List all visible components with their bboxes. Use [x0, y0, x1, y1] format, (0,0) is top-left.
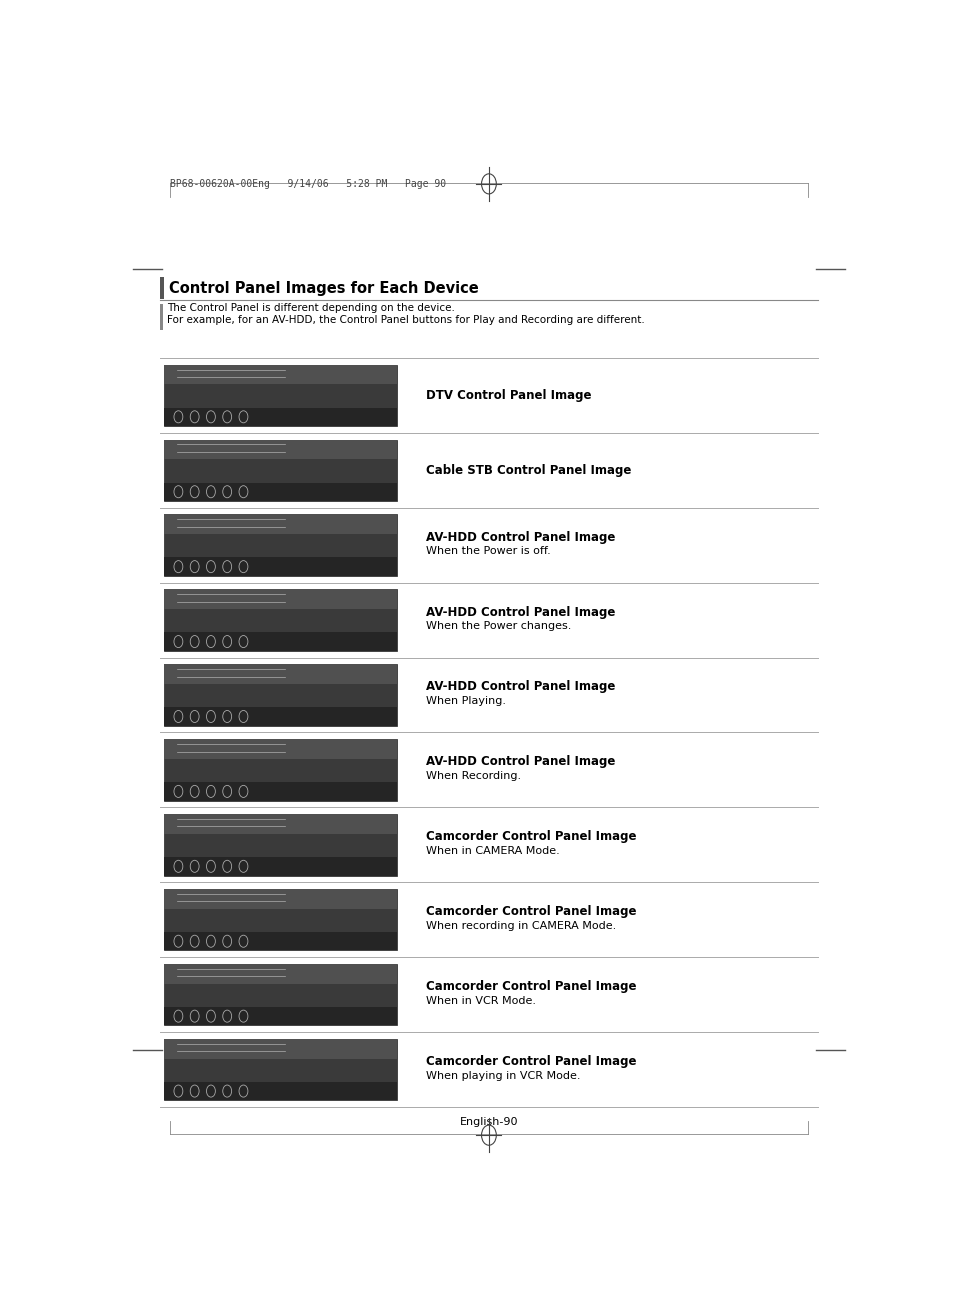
- Text: When in VCR Mode.: When in VCR Mode.: [426, 995, 536, 1006]
- Text: Camcorder Control Panel Image: Camcorder Control Panel Image: [426, 1055, 636, 1068]
- Text: AV-HDD Control Panel Image: AV-HDD Control Panel Image: [426, 680, 615, 693]
- Text: AV-HDD Control Panel Image: AV-HDD Control Panel Image: [426, 530, 615, 543]
- Bar: [164, 932, 396, 951]
- Bar: [164, 739, 396, 759]
- Bar: [164, 814, 396, 833]
- Bar: [164, 782, 396, 801]
- Text: Camcorder Control Panel Image: Camcorder Control Panel Image: [426, 831, 636, 844]
- Text: DTV Control Panel Image: DTV Control Panel Image: [426, 389, 591, 402]
- Text: AV-HDD Control Panel Image: AV-HDD Control Panel Image: [426, 755, 615, 768]
- Bar: [164, 515, 396, 576]
- Text: English-90: English-90: [459, 1117, 517, 1127]
- Bar: [164, 665, 396, 684]
- Text: When recording in CAMERA Mode.: When recording in CAMERA Mode.: [426, 921, 616, 931]
- Bar: [164, 1038, 396, 1100]
- Bar: [164, 558, 396, 576]
- Text: AV-HDD Control Panel Image: AV-HDD Control Panel Image: [426, 606, 615, 619]
- Text: When the Power changes.: When the Power changes.: [426, 622, 571, 631]
- Bar: [164, 440, 396, 502]
- Bar: [164, 440, 396, 460]
- Text: When in CAMERA Mode.: When in CAMERA Mode.: [426, 846, 559, 855]
- Bar: [164, 889, 396, 909]
- Bar: [164, 665, 396, 726]
- Bar: [164, 739, 396, 801]
- Bar: [164, 589, 396, 650]
- Bar: [164, 889, 396, 951]
- Bar: [164, 857, 396, 875]
- Bar: [164, 964, 396, 983]
- Bar: [164, 1007, 396, 1025]
- Text: Camcorder Control Panel Image: Camcorder Control Panel Image: [426, 905, 636, 918]
- Text: When Playing.: When Playing.: [426, 696, 505, 707]
- Text: BP68-00620A-00Eng   9/14/06   5:28 PM   Page 90: BP68-00620A-00Eng 9/14/06 5:28 PM Page 9…: [170, 179, 445, 189]
- Text: When Recording.: When Recording.: [426, 771, 520, 781]
- Bar: [164, 964, 396, 1025]
- Text: For example, for an AV-HDD, the Control Panel buttons for Play and Recording are: For example, for an AV-HDD, the Control …: [167, 315, 644, 325]
- Text: Control Panel Images for Each Device: Control Panel Images for Each Device: [169, 281, 478, 296]
- Bar: [164, 708, 396, 726]
- Bar: [160, 277, 164, 299]
- Bar: [164, 482, 396, 502]
- Bar: [164, 632, 396, 650]
- Text: Cable STB Control Panel Image: Cable STB Control Panel Image: [426, 464, 631, 477]
- Text: When playing in VCR Mode.: When playing in VCR Mode.: [426, 1071, 580, 1080]
- Bar: [164, 589, 396, 609]
- Bar: [164, 515, 396, 534]
- Text: The Control Panel is different depending on the device.: The Control Panel is different depending…: [167, 303, 455, 312]
- Bar: [164, 814, 396, 875]
- Bar: [164, 1081, 396, 1100]
- Text: Camcorder Control Panel Image: Camcorder Control Panel Image: [426, 980, 636, 993]
- Bar: [164, 364, 396, 426]
- Bar: [164, 364, 396, 384]
- Bar: [164, 1038, 396, 1059]
- Bar: [164, 407, 396, 426]
- Text: When the Power is off.: When the Power is off.: [426, 546, 550, 556]
- Bar: [160, 303, 163, 329]
